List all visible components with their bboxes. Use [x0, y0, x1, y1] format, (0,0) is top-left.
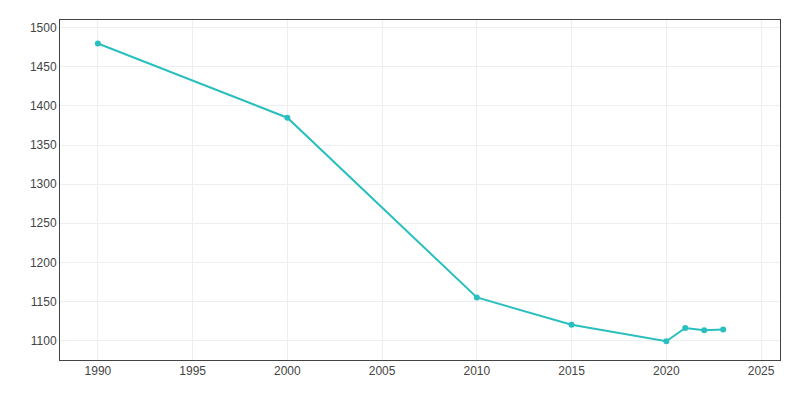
svg-text:2015: 2015 [558, 364, 585, 378]
svg-text:1200: 1200 [30, 255, 57, 269]
svg-text:2020: 2020 [653, 364, 680, 378]
svg-text:1400: 1400 [30, 99, 57, 113]
svg-text:1250: 1250 [30, 216, 57, 230]
svg-text:1100: 1100 [31, 334, 57, 348]
svg-text:1350: 1350 [30, 138, 57, 152]
svg-text:1300: 1300 [30, 177, 57, 191]
svg-text:1995: 1995 [179, 364, 206, 378]
svg-text:1990: 1990 [85, 364, 112, 378]
svg-text:2025: 2025 [748, 364, 775, 378]
svg-text:2010: 2010 [463, 364, 490, 378]
svg-text:2000: 2000 [274, 364, 301, 378]
svg-text:1450: 1450 [30, 60, 57, 74]
svg-text:2005: 2005 [369, 364, 396, 378]
svg-text:1150: 1150 [31, 295, 57, 309]
svg-text:1500: 1500 [30, 21, 57, 35]
